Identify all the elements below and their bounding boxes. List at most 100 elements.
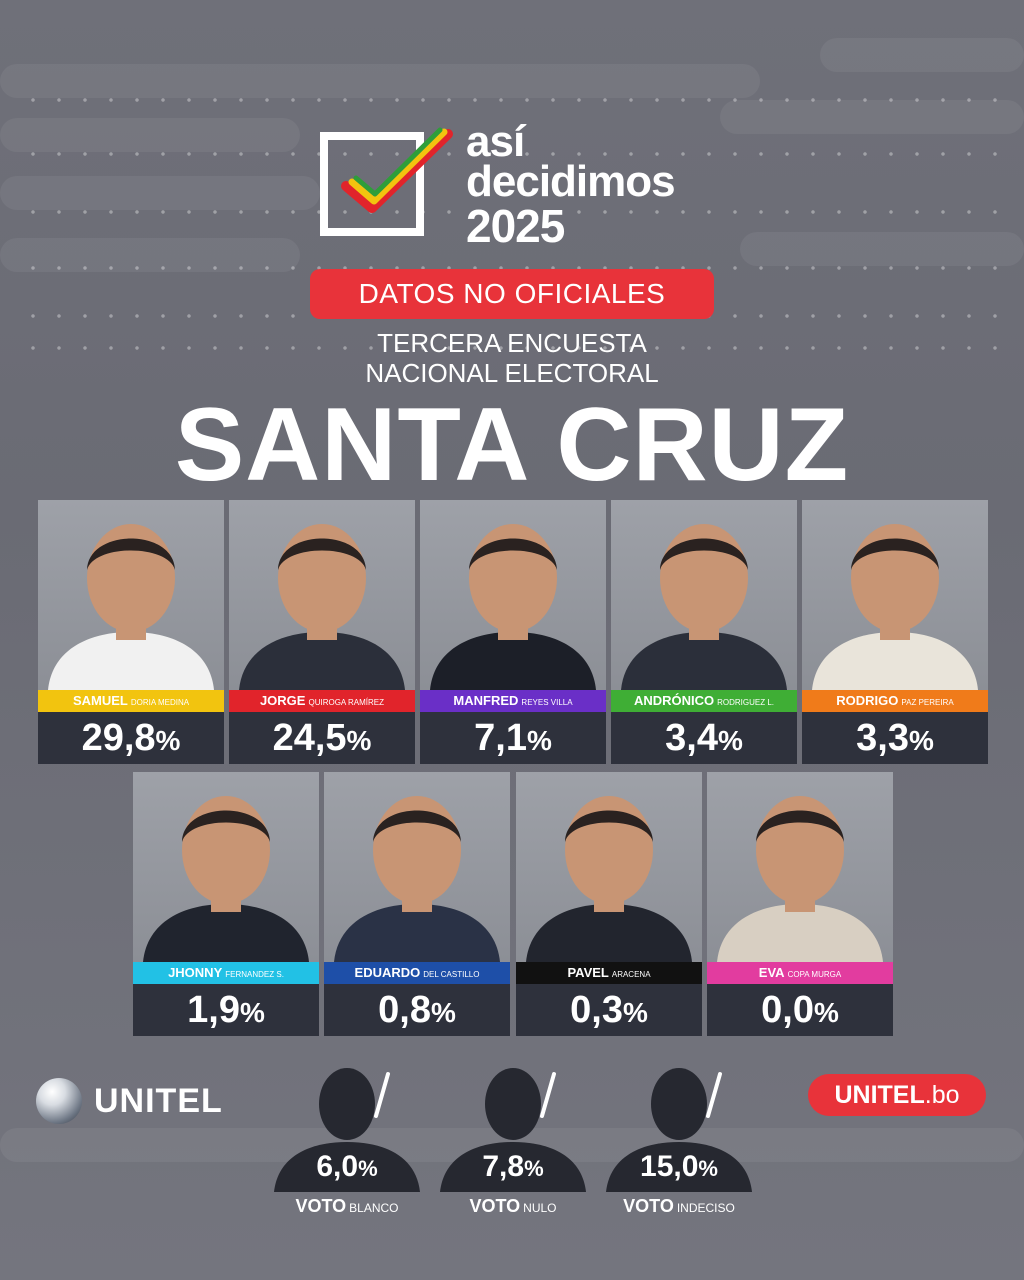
other-vote-label: VOTO BLANCO	[272, 1196, 422, 1217]
candidate-first-name: ANDRÓNICO	[633, 693, 715, 708]
background-stripe	[0, 176, 320, 210]
candidate-card: EDUARDO DEL CASTILLO 0,8%	[324, 772, 510, 1036]
candidate-percentage: 0,8%	[324, 984, 510, 1036]
unofficial-data-badge: DATOS NO OFICIALES	[310, 269, 714, 319]
percentage-unit: %	[239, 997, 265, 1028]
logo-text-line2: decidimos	[466, 157, 676, 206]
background-stripe	[820, 38, 1024, 72]
candidate-name-bar: ANDRÓNICO RODRIGUEZ L.	[611, 690, 797, 712]
candidate-card: PAVEL ARACENA 0,3%	[516, 772, 702, 1036]
unitel-web-suffix: .bo	[924, 1081, 960, 1109]
vote-kind: INDECISO	[676, 1201, 735, 1215]
vote-kind: NULO	[523, 1201, 557, 1215]
silhouette-icon	[274, 1068, 420, 1192]
candidate-photo	[229, 500, 415, 690]
other-vote-percentage: 7,8%	[438, 1150, 588, 1184]
silhouette-icon	[440, 1068, 586, 1192]
candidate-percentage: 0,0%	[707, 984, 893, 1036]
percentage-value: 0,0	[761, 989, 814, 1031]
candidate-photo-icon	[143, 796, 309, 962]
candidate-name-bar: EVA COPA MURGA	[707, 962, 893, 984]
percentage-value: 3,3	[856, 717, 909, 759]
candidate-percentage: 24,5%	[229, 712, 415, 764]
percentage-unit: %	[622, 997, 648, 1028]
candidate-percentage: 0,3%	[516, 984, 702, 1036]
candidate-first-name: JORGE	[259, 693, 306, 708]
percentage-unit: %	[430, 997, 456, 1028]
other-vote-item: 7,8% VOTO NULO	[438, 1060, 588, 1220]
candidate-photo	[707, 772, 893, 962]
percentage-unit: %	[524, 1156, 544, 1181]
candidate-last-name: DEL CASTILLO	[423, 970, 480, 979]
candidate-photo-icon	[621, 524, 787, 690]
percentage-unit: %	[526, 725, 552, 756]
candidate-name-bar: MANFRED REYES VILLA	[420, 690, 606, 712]
logo-text-line1: así	[466, 117, 525, 166]
survey-subtitle-line1: TERCERA ENCUESTA	[377, 328, 647, 358]
background-stripe	[0, 118, 300, 152]
percentage-value: 1,9	[187, 989, 240, 1031]
candidate-percentage: 3,3%	[802, 712, 988, 764]
candidate-photo	[802, 500, 988, 690]
candidate-last-name: RODRIGUEZ L.	[717, 698, 775, 707]
other-vote-label: VOTO INDECISO	[604, 1196, 754, 1217]
candidate-name-bar: JORGE QUIROGA RAMÍREZ	[229, 690, 415, 712]
candidate-card: JORGE QUIROGA RAMÍREZ 24,5%	[229, 500, 415, 764]
candidate-first-name: SAMUEL	[72, 693, 128, 708]
candidate-photo-icon	[239, 524, 405, 690]
candidate-photo-icon	[430, 524, 596, 690]
candidate-percentage: 29,8%	[38, 712, 224, 764]
candidate-last-name: QUIROGA RAMÍREZ	[308, 698, 385, 707]
unitel-logo: UNITEL	[36, 1078, 223, 1124]
candidate-percentage: 1,9%	[133, 984, 319, 1036]
candidate-photo	[516, 772, 702, 962]
background-stripe	[720, 100, 1024, 134]
ballot-box-logo	[320, 132, 424, 236]
percentage-unit: %	[358, 1156, 378, 1181]
percentage-unit: %	[155, 725, 181, 756]
unitel-web-badge: UNITEL.bo	[808, 1074, 986, 1116]
other-vote-percentage: 15,0%	[604, 1150, 754, 1184]
other-vote-percentage: 6,0%	[272, 1150, 422, 1184]
candidate-last-name: REYES VILLA	[521, 698, 573, 707]
percentage-unit: %	[908, 725, 934, 756]
logo-text-year: 2025	[466, 200, 565, 252]
silhouette-icon	[606, 1068, 752, 1192]
percentage-value: 0,8	[378, 989, 431, 1031]
vote-word: VOTO	[295, 1196, 347, 1216]
percentage-unit: %	[813, 997, 839, 1028]
candidate-photo-icon	[812, 524, 978, 690]
candidate-first-name: MANFRED	[453, 693, 519, 708]
candidate-photo	[324, 772, 510, 962]
candidate-photo-icon	[48, 524, 214, 690]
percentage-value: 3,4	[665, 717, 718, 759]
candidate-photo-icon	[717, 796, 883, 962]
vote-word: VOTO	[623, 1196, 674, 1216]
percentage-unit: %	[717, 725, 743, 756]
candidate-name-bar: RODRIGO PAZ PEREIRA	[802, 690, 988, 712]
globe-icon	[36, 1078, 82, 1124]
candidate-card: SAMUEL DORIA MEDINA 29,8%	[38, 500, 224, 764]
vote-word: VOTO	[469, 1196, 521, 1216]
other-vote-item: 6,0% VOTO BLANCO	[272, 1060, 422, 1220]
candidate-card: RODRIGO PAZ PEREIRA 3,3%	[802, 500, 988, 764]
candidate-card: JHONNY FERNANDEZ S. 1,9%	[133, 772, 319, 1036]
candidate-last-name: PAZ PEREIRA	[901, 698, 954, 707]
candidate-photo	[38, 500, 224, 690]
candidate-first-name: PAVEL	[567, 965, 609, 980]
candidate-percentage: 7,1%	[420, 712, 606, 764]
candidate-name-bar: JHONNY FERNANDEZ S.	[133, 962, 319, 984]
percentage-value: 6,0	[316, 1150, 359, 1183]
candidate-photo-icon	[334, 796, 500, 962]
background-dots	[20, 266, 1004, 270]
other-vote-item: 15,0% VOTO INDECISO	[604, 1060, 754, 1220]
candidate-first-name: RODRIGO	[836, 693, 899, 708]
percentage-value: 7,1	[474, 717, 527, 759]
background-dots	[20, 98, 1004, 102]
unitel-web-main: UNITEL	[834, 1081, 925, 1109]
candidate-last-name: COPA MURGA	[787, 970, 842, 979]
unitel-logo-text: UNITEL	[94, 1081, 223, 1120]
other-vote-label: VOTO NULO	[438, 1196, 588, 1217]
candidate-percentage: 3,4%	[611, 712, 797, 764]
percentage-value: 0,3	[570, 989, 623, 1031]
